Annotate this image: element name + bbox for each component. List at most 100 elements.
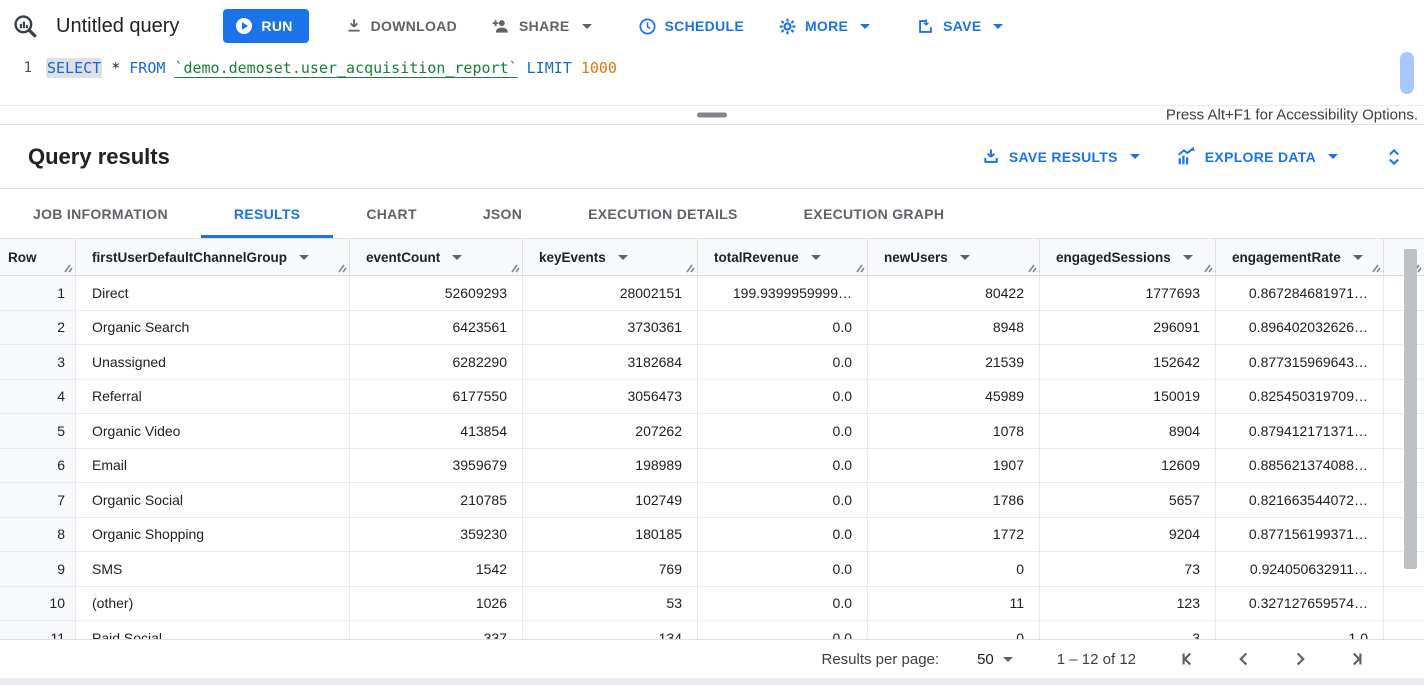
first-page-icon (1182, 652, 1192, 666)
column-dropdown-caret-icon[interactable] (452, 254, 463, 260)
sql-table-reference[interactable]: `demo.demoset.user_acquisition_report` (174, 59, 518, 77)
table-row: 8 Organic Shopping 359230 180185 0.0 1772 9204… (0, 517, 1424, 552)
previous-page-button[interactable] (1232, 647, 1256, 671)
column-resize-handle-icon[interactable] (1370, 262, 1381, 273)
editor-vertical-scrollbar[interactable] (1400, 52, 1414, 94)
cell-eventCount: 1026 (350, 586, 523, 620)
column-dropdown-caret-icon[interactable] (959, 254, 970, 260)
save-button[interactable]: SAVE (910, 8, 1009, 44)
expand-collapse-results-button[interactable] (1384, 146, 1404, 168)
cell-totalRevenue: 0.0 (698, 552, 868, 586)
query-title: Untitled query (56, 14, 180, 37)
run-button[interactable]: RUN (223, 9, 309, 43)
column-resize-handle-icon[interactable] (336, 262, 347, 273)
column-header-engagementRate[interactable]: engagementRate (1216, 239, 1384, 275)
save-button-label: SAVE (943, 18, 982, 34)
cell-totalRevenue: 0.0 (698, 345, 868, 379)
results-per-page-label: Results per page: (821, 650, 940, 668)
save-results-button[interactable]: SAVE RESULTS (981, 147, 1140, 167)
cell-channel: Paid Social (76, 621, 350, 639)
column-resize-handle-icon[interactable] (1202, 262, 1213, 273)
last-page-button[interactable] (1344, 647, 1368, 671)
tab-execution-details[interactable]: EXECUTION DETAILS (588, 205, 738, 222)
column-header-eventCount[interactable]: eventCount (350, 239, 523, 275)
more-button[interactable]: MORE (772, 8, 876, 44)
gear-icon (779, 18, 796, 34)
column-header-row: Row (0, 239, 76, 275)
column-resize-handle-icon[interactable] (854, 262, 865, 273)
table-vertical-scrollbar[interactable] (1404, 249, 1417, 569)
column-header-engagedSessions[interactable]: engagedSessions (1040, 239, 1216, 275)
cell-totalRevenue: 0.0 (698, 483, 868, 517)
page-range-label: 1 – 12 of 12 (1056, 650, 1136, 668)
page-size-select[interactable]: 50 (977, 651, 1013, 668)
explore-data-button[interactable]: EXPLORE DATA (1176, 146, 1338, 167)
column-header-channel[interactable]: firstUserDefaultChannelGroup (76, 239, 350, 275)
column-resize-handle-icon[interactable] (62, 262, 73, 273)
download-icon (348, 19, 360, 32)
column-resize-handle-icon[interactable] (684, 262, 695, 273)
column-dropdown-caret-icon[interactable] (810, 254, 821, 260)
column-dropdown-caret-icon[interactable] (299, 254, 310, 260)
schedule-button[interactable]: SCHEDULE (632, 8, 750, 44)
cell-engagedSessions: 1777693 (1040, 276, 1216, 310)
download-button[interactable]: DOWNLOAD (339, 8, 463, 44)
column-dropdown-caret-icon[interactable] (617, 254, 628, 260)
table-row: 6 Email 3959679 198989 0.0 1907 12609 0.8856213… (0, 448, 1424, 483)
cell-totalRevenue: 0.0 (698, 310, 868, 344)
cell-keyEvents: 207262 (523, 414, 698, 448)
explore-data-label: EXPLORE DATA (1204, 148, 1316, 165)
column-dropdown-caret-icon[interactable] (1182, 254, 1193, 260)
column-header-newUsers[interactable]: newUsers (868, 239, 1040, 275)
cell-engagementRate: 0.896402032626… (1216, 310, 1384, 344)
cell-totalRevenue: 199.9399959999… (698, 276, 868, 310)
cell-engagementRate: 0.924050632911… (1216, 552, 1384, 586)
cell-keyEvents: 28002151 (523, 276, 698, 310)
save-icon (919, 18, 933, 33)
run-button-label: RUN (261, 18, 293, 34)
tab-job-information[interactable]: JOB INFORMATION (33, 205, 168, 222)
cell-engagementRate: 0.867284681971… (1216, 276, 1384, 310)
row-number-cell: 6 (0, 448, 76, 482)
cell-newUsers: 80422 (868, 276, 1040, 310)
splitter-drag-handle[interactable] (697, 112, 727, 118)
column-resize-handle-icon[interactable] (1026, 262, 1037, 273)
column-resize-handle-icon[interactable] (509, 262, 520, 273)
unfold-icon (1389, 148, 1399, 165)
results-tabs: JOB INFORMATION RESULTS CHART JSON EXECUTION… (0, 189, 1424, 239)
column-header-keyEvents[interactable]: keyEvents (523, 239, 698, 275)
row-number-cell: 8 (0, 517, 76, 551)
table-row: 10 (other) 1026 53 0.0 11 123 0.327127659574… (0, 586, 1424, 621)
sql-code-line: SELECT * FROM `demo.demoset.user_acquisi… (46, 58, 617, 78)
cell-keyEvents: 198989 (523, 448, 698, 482)
explore-data-caret-icon (1328, 154, 1338, 159)
row-number-cell: 4 (0, 379, 76, 413)
save-dropdown-caret-icon (993, 23, 1004, 29)
tab-chart[interactable]: CHART (366, 205, 417, 222)
bottom-strip (0, 678, 1424, 685)
play-circle-icon (236, 18, 253, 34)
tab-json[interactable]: JSON (482, 205, 523, 222)
tab-execution-graph[interactable]: EXECUTION GRAPH (803, 205, 945, 222)
explore-data-chart-icon (1177, 146, 1195, 165)
share-button[interactable]: SHARE (485, 8, 598, 44)
column-dropdown-caret-icon[interactable] (1352, 254, 1363, 260)
cell-keyEvents: 769 (523, 552, 698, 586)
row-number-cell: 9 (0, 552, 76, 586)
schedule-button-label: SCHEDULE (664, 18, 744, 34)
query-toolbar: Untitled query RUN DOWNLOAD SHARE (0, 0, 1424, 52)
tab-results[interactable]: RESULTS (200, 189, 334, 238)
cell-totalRevenue: 0.0 (698, 414, 868, 448)
first-page-button[interactable] (1176, 647, 1200, 671)
cell-keyEvents: 180185 (523, 517, 698, 551)
cell-eventCount: 1542 (350, 552, 523, 586)
cell-totalRevenue: 0.0 (698, 586, 868, 620)
bigquery-query-icon (14, 15, 37, 38)
cell-keyEvents: 3056473 (523, 379, 698, 413)
cell-engagementRate: 0.327127659574… (1216, 586, 1384, 620)
sql-editor[interactable]: 1 SELECT * FROM `demo.demoset.user_acqui… (0, 52, 1424, 105)
next-page-button[interactable] (1288, 647, 1312, 671)
column-header-totalRevenue[interactable]: totalRevenue (698, 239, 868, 275)
cell-eventCount: 52609293 (350, 276, 523, 310)
